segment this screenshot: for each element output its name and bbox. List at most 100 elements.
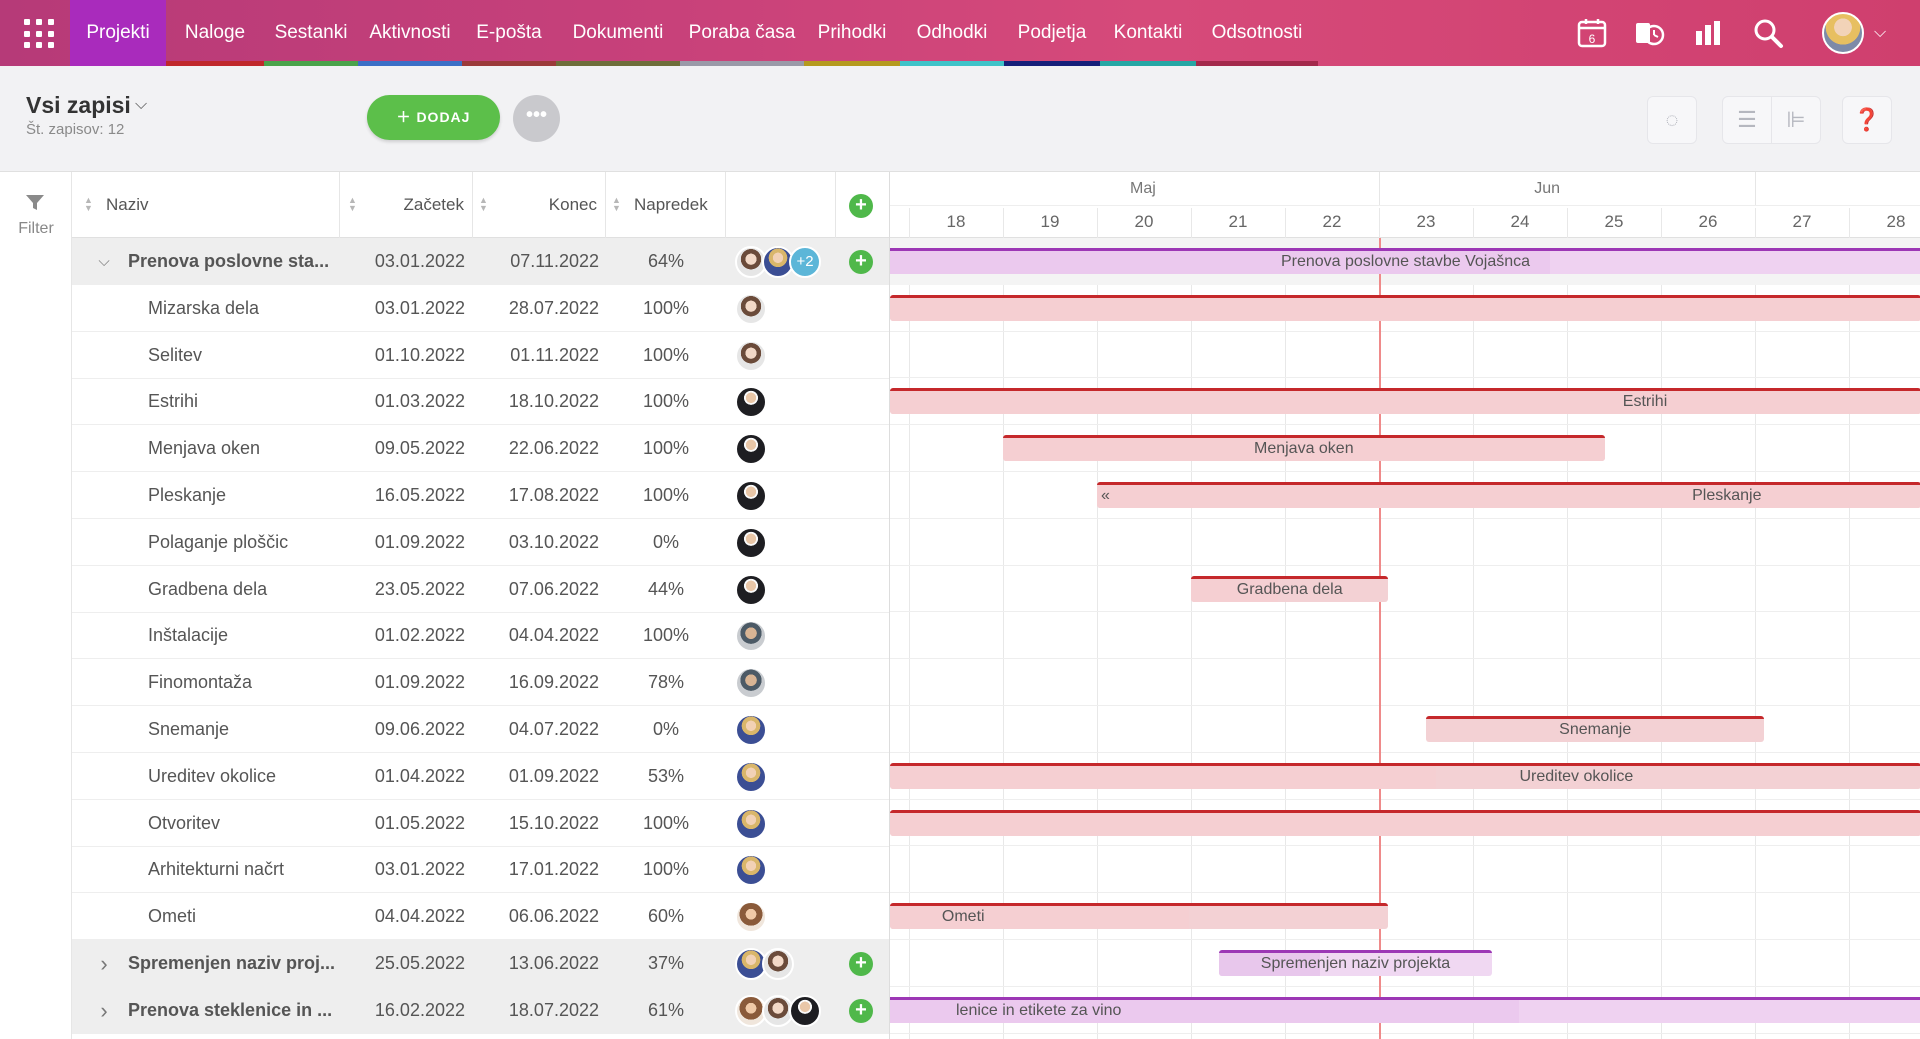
task-row[interactable]: Finomontaža 01.09.2022 16.09.2022 78% [72,659,889,707]
row-name: Gradbena dela [148,578,268,599]
sort-icon[interactable]: ▲ ▼ [84,195,93,213]
avatar [735,948,767,980]
gantt-bar[interactable]: Prenova poslovne stavbe Vojašnca [890,248,1920,274]
search-icon[interactable] [1752,17,1784,49]
gantt-bar[interactable]: « Pleskanje [1097,482,1920,508]
gantt-day-label: 22 [1322,212,1342,231]
nav-item-kontakti[interactable]: Kontakti [1100,0,1196,66]
chevron-down-icon[interactable]: ⌵ [1874,24,1887,41]
list-view-button[interactable]: ☰ [1722,96,1772,144]
gantt-bar[interactable]: Ureditev okolice [890,762,1920,789]
column-header-end[interactable]: ▲ ▼ Konec [473,172,606,238]
task-row[interactable]: Selitev 01.10.2022 01.11.2022 100% [72,332,889,379]
column-header-owners [726,172,836,238]
gantt-day-gridline [1285,238,1286,1039]
column-header-start[interactable]: ▲ ▼ Začetek [340,172,473,238]
nav-item-prihodki[interactable]: Prihodki [804,0,900,66]
gantt-view-button[interactable]: ⊫ [1771,96,1821,144]
avatar [735,714,767,746]
task-row[interactable]: Snemanje 09.06.2022 04.07.2022 0% [72,706,889,753]
view-title[interactable]: Vsi zapisi [26,92,131,118]
column-header-end-label: Konec [548,195,597,214]
task-row[interactable]: Ometi 04.04.2022 06.06.2022 60% [72,893,889,941]
gantt-bar[interactable]: Ometi [890,903,1389,930]
gantt-bar[interactable]: Gradbena dela [1191,575,1389,602]
gantt-bar[interactable]: Snemanje [1426,716,1765,742]
add-column-button[interactable]: + [849,194,873,218]
gantt-bar[interactable]: Estrihi [890,388,1920,415]
task-row[interactable]: Otvoritev 01.05.2022 15.10.2022 100% [72,800,889,847]
more-options-button[interactable]: ••• [513,95,560,142]
scroll-to-start-icon[interactable]: « [1101,487,1110,504]
filter-icon[interactable] [25,194,45,212]
row-divider [72,845,889,847]
nav-item-dokumenti[interactable]: Dokumenti [556,0,680,66]
calendar-icon[interactable]: 6 [1576,17,1608,49]
center-today-button[interactable]: ◌ [1647,96,1697,144]
task-row[interactable]: Polaganje ploščic 01.09.2022 03.10.2022 0% [72,519,889,566]
sort-icon[interactable]: ▲ ▼ [479,195,488,213]
reports-icon[interactable] [1692,17,1724,49]
chevron-down-icon[interactable]: ⌵ [135,96,148,113]
nav-item-naloge[interactable]: Naloge [166,0,264,66]
nav-item-aktivnosti[interactable]: Aktivnosti [358,0,462,66]
task-row[interactable]: Estrihi 01.03.2022 18.10.2022 100% [72,378,889,426]
gantt-bar-progress [890,251,1550,274]
gantt-bar-label: Menjava oken [1253,440,1354,458]
add-task-button[interactable]: + [849,952,873,976]
task-row[interactable]: Pleskanje 16.05.2022 17.08.2022 100% [72,472,889,519]
task-row[interactable]: Ureditev okolice 01.04.2022 01.09.2022 53% [72,753,889,800]
gantt-bar[interactable]: lenice in etikete za vino [890,996,1920,1023]
gantt-day-separator [1097,208,1098,238]
row-divider [72,330,889,332]
gantt-bar-label: Ometi [941,908,985,926]
task-row[interactable]: Menjava oken 09.05.2022 22.06.2022 100% [72,425,889,473]
chevron-right-icon[interactable]: › [100,951,108,976]
gantt-day-gridline [1191,238,1192,1039]
nav-item-projekti[interactable]: Projekti [70,0,166,66]
add-task-button[interactable]: + [849,250,873,274]
task-row[interactable]: Arhitekturni načrt 03.01.2022 17.01.2022 10… [72,846,889,894]
nav-item-odhodki[interactable]: Odhodki [900,0,1004,66]
help-button[interactable]: ❓ [1842,96,1892,144]
project-row[interactable]: ⌵ Prenova poslovne sta... 03.01.2022 07.11.… [72,238,889,285]
time-tracking-icon[interactable] [1634,17,1666,49]
nav-item-sestanki[interactable]: Sestanki [264,0,358,66]
gantt-bar[interactable] [890,294,1920,321]
row-end-date: 01.11.2022 [510,344,599,365]
row-start-date: 03.01.2022 [374,859,465,880]
column-header-progress[interactable]: ▲ ▼ Napredek [606,172,726,238]
gantt-header-divider [890,205,1920,206]
sort-icon[interactable]: ▲ ▼ [348,195,357,213]
nav-item-podjetja[interactable]: Podjetja [1004,0,1100,66]
project-row[interactable]: › Spremenjen naziv proj... 25.05.2022 13.06… [72,940,889,987]
gantt-bar[interactable]: Menjava oken [1003,435,1605,462]
nav-item-odsotnosti[interactable]: Odsotnosti [1196,0,1318,66]
gantt-day-separator [1003,208,1004,238]
gantt-bar-progress [1003,438,1605,462]
gantt-bar[interactable]: Spremenjen naziv projekta [1219,950,1492,976]
gantt-row-divider [890,939,1920,940]
nav-item-e-po-ta[interactable]: E-pošta [462,0,556,66]
chevron-right-icon[interactable]: › [100,997,108,1023]
add-button-label: DODAJ [416,109,471,125]
add-button[interactable]: ＋ DODAJ [367,95,500,140]
column-header-name[interactable]: ▲ ▼ Naziv [72,172,340,238]
task-row[interactable]: Gradbena dela 23.05.2022 07.06.2022 44% [72,566,889,613]
gantt-bar-label: Pleskanje [1692,487,1762,504]
more-assignees-badge[interactable]: +2 [789,246,821,278]
column-header-start-label: Začetek [403,195,464,214]
task-row[interactable]: Mizarska dela 03.01.2022 28.07.2022 100% [72,285,889,332]
task-row[interactable]: Inštalacije 01.02.2022 04.04.2022 100% [72,612,889,660]
app-launcher-icon[interactable] [24,19,56,49]
sort-icon[interactable]: ▲ ▼ [612,195,621,213]
filter-label[interactable]: Filter [18,220,54,237]
project-row[interactable]: › Prenova steklenice in ... 16.02.2022 18.0… [72,986,889,1034]
user-avatar[interactable] [1822,12,1864,54]
row-progress: 37% [647,953,685,973]
nav-item-poraba-asa[interactable]: Poraba časa [680,0,804,66]
add-task-button[interactable]: + [849,998,873,1023]
row-divider [72,705,889,707]
gantt-bar[interactable] [890,809,1920,836]
chevron-down-icon[interactable]: ⌵ [98,253,110,270]
